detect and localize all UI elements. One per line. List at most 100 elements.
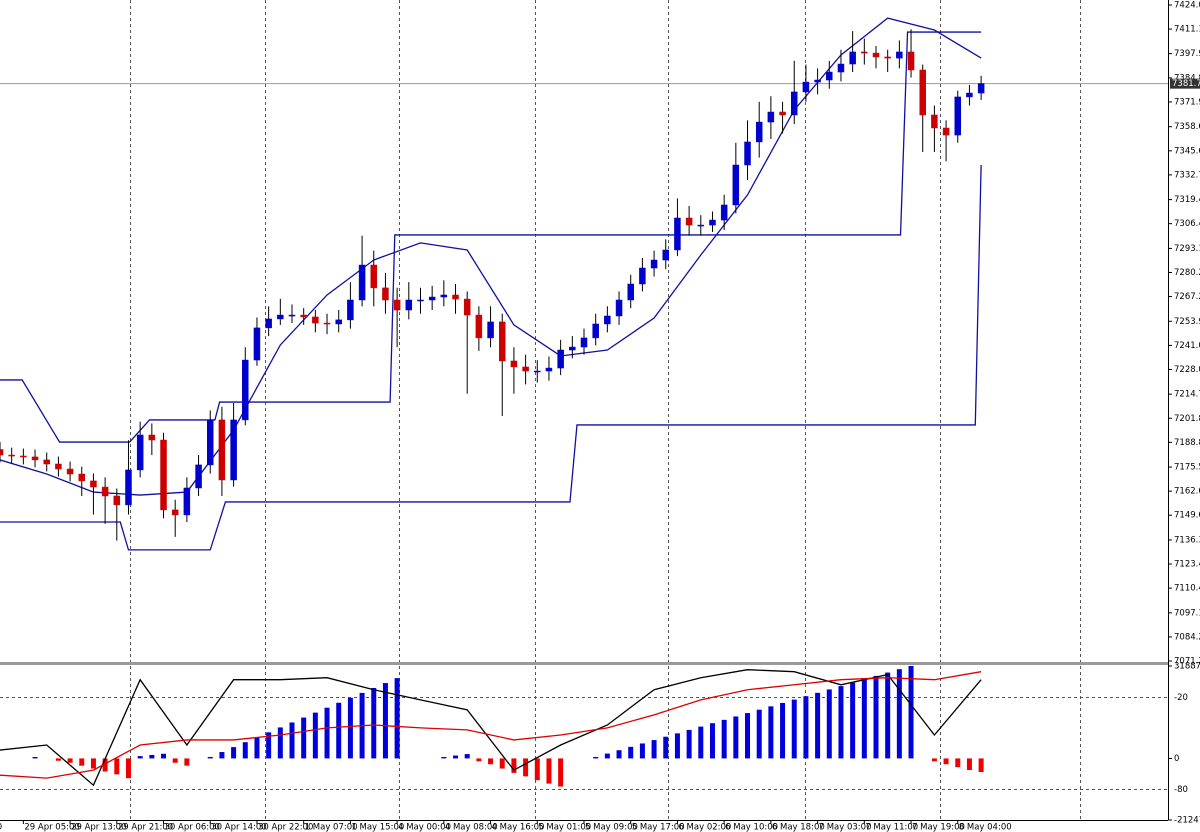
indicator-line (0, 669, 982, 787)
y-tick-label: 7110.45 (1174, 584, 1200, 594)
histogram-bar (161, 753, 167, 759)
histogram-bar (616, 750, 622, 759)
y-tick-label: 7188.85 (1174, 438, 1200, 448)
indicator-panel: -20 -80 318875 0 -212472 (0, 662, 1200, 826)
candle-body (8, 454, 15, 457)
y-tick-label: 7071.25 (1174, 657, 1200, 667)
candle-body (826, 71, 833, 81)
y-tick-label: 7332.70 (1174, 170, 1200, 180)
x-tick-label: 5 May 09:00 (585, 823, 638, 832)
candle-body (837, 63, 845, 73)
candle-body (931, 114, 938, 129)
histogram-bar (301, 717, 307, 759)
histogram-bar (254, 737, 260, 759)
candle-body (907, 51, 915, 71)
candle-body (230, 419, 237, 481)
histogram-bar (896, 669, 902, 759)
candle-body (66, 468, 74, 475)
histogram-bar (885, 672, 891, 759)
candle-body (767, 111, 775, 123)
candle-body (347, 299, 354, 321)
histogram-bar (499, 758, 505, 769)
y-tick-label: 7345.65 (1174, 146, 1200, 156)
histogram-bar (593, 756, 599, 759)
candle-body (604, 315, 611, 325)
candle-body (896, 51, 903, 59)
histogram-bar (231, 747, 237, 759)
histogram-bar (639, 743, 645, 759)
candle-body (779, 111, 786, 116)
y2-tick-label: 318875 (1174, 662, 1200, 672)
histogram-bar (850, 682, 856, 759)
x-tick-label: 5 May 17:00 (632, 823, 685, 832)
histogram-bar (534, 758, 540, 781)
candle-body (101, 486, 109, 497)
candle-body (709, 219, 716, 226)
x-tick-label: 4 May 16:00 (492, 823, 545, 832)
candle-body (884, 56, 891, 59)
y-tick-label: 7306.45 (1174, 219, 1200, 229)
y-tick-label: 7214.75 (1174, 390, 1200, 400)
histogram-bar (698, 726, 704, 759)
y-tick-label: 7228.05 (1174, 365, 1200, 375)
x-tick-label: 6 May 02:00 (678, 823, 731, 832)
y2-tick-label: -212472 (1174, 816, 1200, 826)
candle-body (242, 359, 249, 421)
candle-body (171, 509, 179, 516)
y-tick-label: 7358.60 (1174, 122, 1200, 132)
y-tick-label: 7084.20 (1174, 632, 1200, 642)
indicator-line (0, 31, 982, 443)
candle-body (475, 314, 483, 339)
histogram-bar (324, 707, 330, 759)
histogram-bar (242, 742, 248, 759)
histogram-bar (686, 729, 692, 759)
x-tick-label: 8 May 04:00 (959, 823, 1012, 832)
candle-body (463, 298, 471, 316)
candle-body (183, 487, 191, 516)
histogram-bar (721, 719, 727, 759)
y-tick-label: 7319.40 (1174, 195, 1200, 205)
histogram-bar (371, 687, 377, 759)
x-tick-label: 29 Apr 21:00 (118, 823, 173, 832)
histogram-bar (604, 753, 610, 759)
histogram-bar (908, 666, 914, 759)
candle-body (20, 455, 27, 458)
histogram-bar (289, 722, 295, 759)
candle-body (942, 127, 950, 136)
candle-body (43, 459, 50, 465)
histogram-bar (32, 756, 38, 759)
histogram-bar (628, 746, 634, 759)
candle-body (323, 322, 331, 325)
candle-body (697, 224, 705, 227)
y-tick-label: 7241.00 (1174, 341, 1200, 351)
y-tick-label: 7371.90 (1174, 97, 1200, 107)
y-tick-label: 7384.85 (1174, 73, 1200, 83)
histogram-bar (207, 756, 213, 759)
candle-body (428, 296, 436, 301)
candle-body (312, 316, 319, 324)
x-tick-label: 30 Apr 22:00 (258, 823, 313, 832)
candle-body (849, 51, 856, 65)
y2-tick-label: 0 (1174, 754, 1179, 764)
histogram-bar (394, 678, 400, 759)
candle-body (790, 91, 798, 116)
x-tick-label: 7 May 19:00 (912, 823, 965, 832)
candle-body (639, 267, 646, 285)
histogram-bar (955, 758, 961, 768)
last-price-label: 7381.75 (1172, 79, 1200, 89)
y-tick-label: 7123.40 (1174, 560, 1200, 570)
histogram-bar (815, 692, 821, 759)
histogram-bar (674, 733, 680, 759)
histogram-bar (733, 716, 739, 759)
x-tick-label: 1 May 15:00 (351, 823, 404, 832)
histogram-bar (523, 758, 529, 777)
candle-body (627, 283, 634, 301)
candle-body (872, 52, 880, 58)
panel-separator (0, 662, 1168, 665)
candle-body (405, 299, 413, 311)
histogram-bar (137, 756, 143, 759)
histogram-bar (382, 683, 388, 759)
candle-body (966, 92, 973, 98)
y-tick-label: 7201.80 (1174, 414, 1200, 424)
